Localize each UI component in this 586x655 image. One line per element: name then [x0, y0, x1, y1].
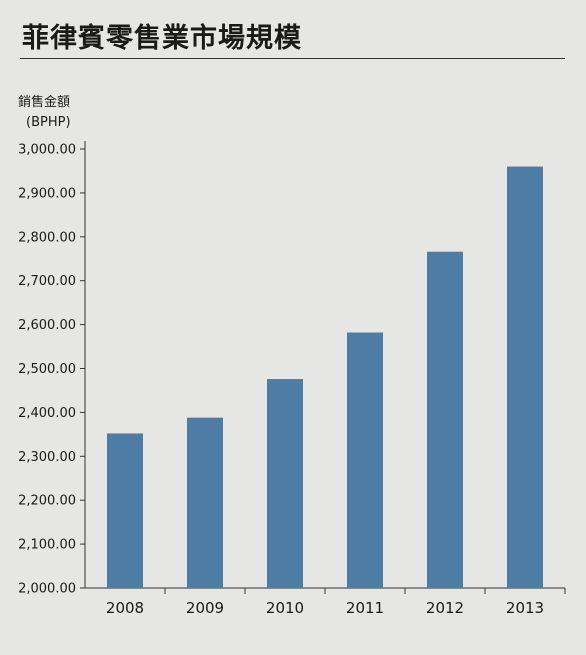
x-tick-label: 2012 [426, 599, 464, 617]
y-tick-label: 2,900.00 [18, 186, 76, 201]
bar-2012 [427, 251, 463, 588]
y-tick-label: 2,000.00 [18, 582, 76, 597]
y-tick-label: 2,200.00 [18, 494, 76, 509]
axes [80, 141, 566, 594]
chart-title: 菲律賓零售業市場規模 [22, 23, 302, 54]
x-tick-label: 2011 [346, 599, 384, 617]
bar-2011 [347, 332, 383, 588]
y-axis-label: 銷售金額 [18, 95, 71, 110]
bars [107, 166, 543, 588]
x-tick-label: 2013 [506, 599, 544, 617]
y-tick-label: 2,100.00 [18, 538, 76, 553]
x-tick-label: 2010 [266, 599, 304, 617]
x-tick-label: 2009 [186, 599, 224, 617]
labels: 2,000.00 2,100.00 2,200.00 2,300.00 2,400.00… [18, 143, 544, 618]
bar-2010 [267, 379, 303, 588]
y-axis-unit: (BPHP) [26, 115, 71, 130]
title-underline [20, 58, 565, 59]
bar-2008 [107, 433, 143, 588]
y-tick-label: 2,300.00 [18, 450, 76, 465]
bar-2009 [187, 417, 223, 588]
bar-2013 [507, 166, 543, 588]
y-tick-label: 3,000.00 [18, 143, 76, 158]
y-tick-label: 2,600.00 [18, 318, 76, 333]
x-tick-label: 2008 [106, 599, 144, 617]
y-tick-label: 2,500.00 [18, 362, 76, 377]
y-tick-label: 2,700.00 [18, 274, 76, 289]
y-tick-label: 2,400.00 [18, 406, 76, 421]
y-tick-label: 2,800.00 [18, 230, 76, 245]
